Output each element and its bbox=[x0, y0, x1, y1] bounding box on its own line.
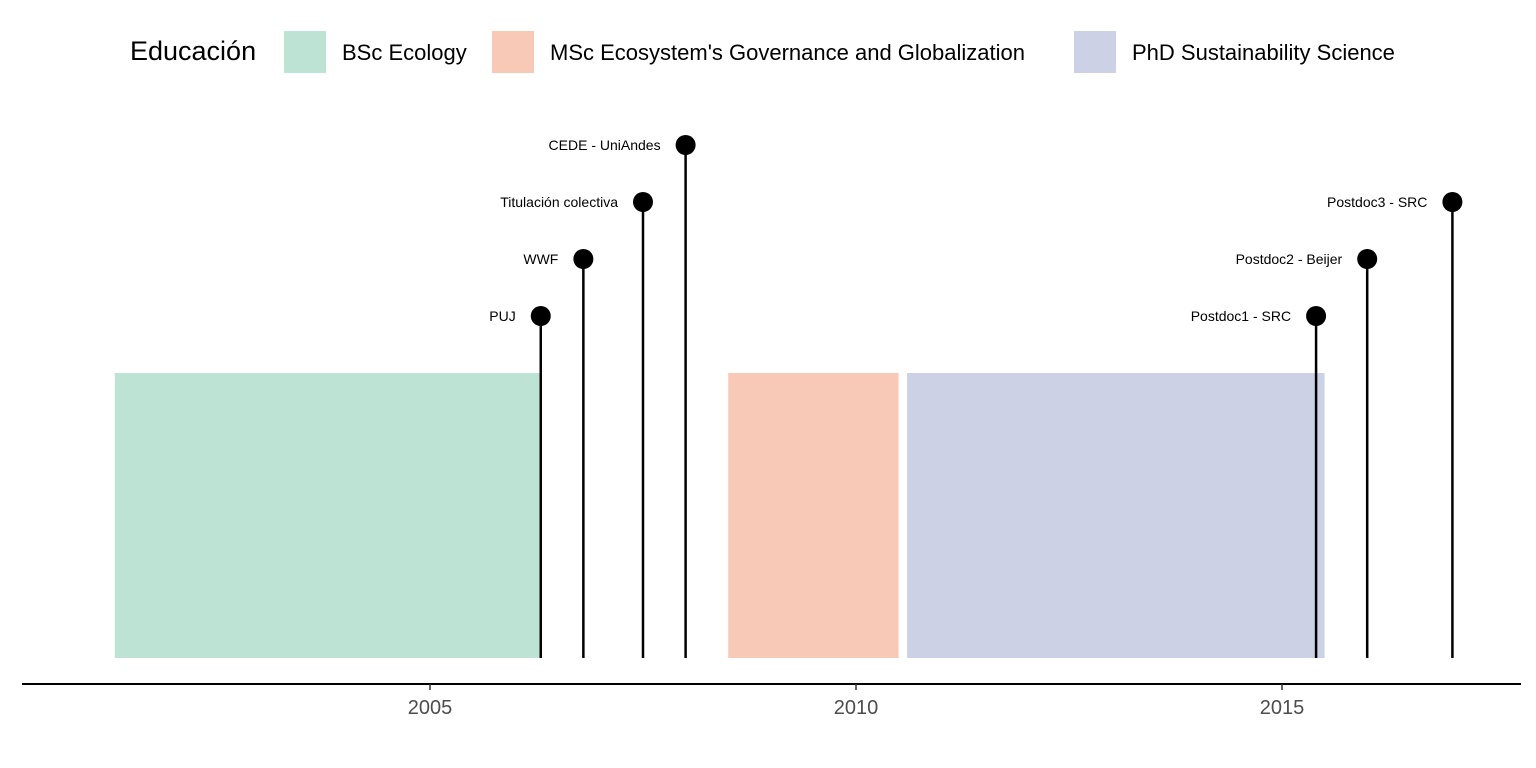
legend: Educación BSc Ecology MSc Ecosystem's Go… bbox=[0, 30, 1536, 76]
legend-swatch-msc bbox=[492, 31, 534, 73]
legend-label-phd: PhD Sustainability Science bbox=[1132, 40, 1395, 65]
education-bar-2 bbox=[907, 373, 1325, 658]
event-label-4: Postdoc1 - SRC bbox=[1191, 308, 1291, 324]
education-bar-1 bbox=[728, 373, 899, 658]
event-point-0 bbox=[530, 306, 551, 326]
event-point-1 bbox=[573, 249, 594, 269]
event-point-4 bbox=[1306, 306, 1327, 326]
event-label-0: PUJ bbox=[489, 308, 515, 324]
event-label-3: CEDE - UniAndes bbox=[549, 137, 661, 153]
event-point-3 bbox=[675, 135, 696, 155]
event-label-2: Titulación colectiva bbox=[500, 194, 618, 210]
education-bar-0 bbox=[114, 373, 541, 658]
event-point-6 bbox=[1442, 192, 1463, 212]
legend-label-bsc: BSc Ecology bbox=[342, 40, 467, 65]
legend-title: Educación bbox=[130, 36, 257, 66]
legend-swatch-phd bbox=[1074, 31, 1116, 73]
event-label-6: Postdoc3 - SRC bbox=[1327, 194, 1427, 210]
legend-label-msc: MSc Ecosystem's Governance and Globaliza… bbox=[550, 40, 1025, 65]
event-point-2 bbox=[633, 192, 653, 212]
event-label-5: Postdoc2 - Beijer bbox=[1236, 251, 1343, 267]
x-tick-label-1: 2010 bbox=[834, 697, 879, 719]
education-periods bbox=[114, 373, 1325, 658]
career-events: PUJ WWF Titulación colectiva CEDE - UniAnde… bbox=[489, 135, 1463, 658]
x-tick-label-0: 2005 bbox=[408, 697, 453, 719]
event-label-1: WWF bbox=[523, 251, 558, 267]
event-point-5 bbox=[1357, 249, 1378, 269]
legend-swatch-bsc bbox=[284, 31, 326, 73]
x-axis-ticks: 2005 2010 2015 bbox=[408, 684, 1305, 719]
x-tick-label-2: 2015 bbox=[1260, 697, 1305, 719]
